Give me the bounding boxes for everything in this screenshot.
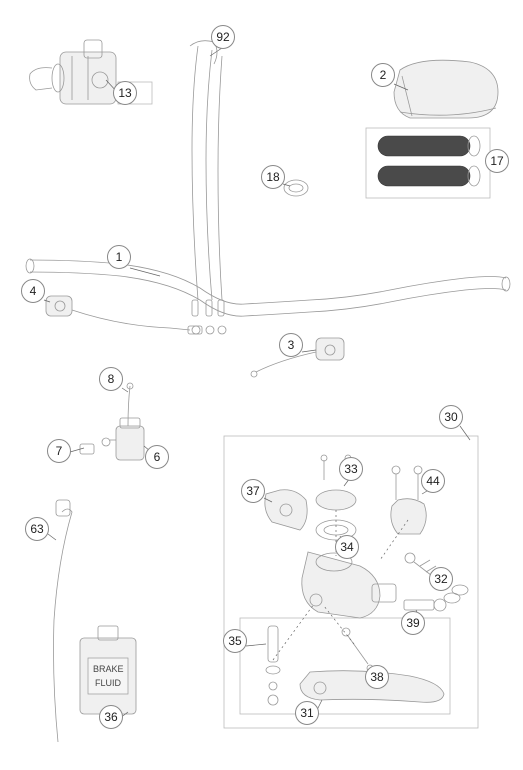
o-ring-inner: [289, 184, 303, 192]
o-ring: [284, 180, 308, 196]
clamp-cover: [265, 490, 307, 530]
bar-pad: [394, 60, 498, 118]
banjo-bolt: [404, 585, 468, 611]
leader-35: [246, 644, 266, 646]
brake-lever: [300, 671, 444, 703]
leader-33: [344, 478, 350, 486]
leader-17: [490, 168, 496, 170]
leader-3: [302, 350, 316, 352]
brake-fluid-text-2: FLUID: [95, 678, 122, 688]
throttle-cables: [190, 41, 226, 334]
parts-illustration: BRAKE FLUID: [0, 0, 523, 770]
leader-39: [416, 610, 420, 620]
handlebar-end-right: [502, 277, 510, 291]
leader-6: [144, 446, 156, 456]
adjuster-screw: [405, 553, 442, 582]
leader-31: [316, 700, 322, 712]
leader-7: [70, 448, 84, 452]
leader-32: [436, 578, 440, 584]
clutch-assembly: [80, 383, 144, 460]
leader-1: [130, 268, 160, 276]
lever-pin: [342, 628, 373, 671]
piston: [266, 626, 280, 705]
callout-box-13: [118, 82, 152, 104]
switch-assembly: [251, 338, 344, 377]
grip-upper: [378, 136, 480, 156]
throttle-housing: [30, 40, 116, 104]
handlebar: [30, 260, 506, 316]
leader-34: [340, 536, 346, 548]
handlebar-end-left: [26, 259, 34, 273]
lid-screws: [321, 455, 351, 480]
master-cylinder-body: [302, 552, 396, 618]
leader-8: [122, 388, 128, 392]
leader-44: [422, 488, 432, 494]
grip-lower: [378, 166, 480, 186]
leader-30: [460, 426, 470, 440]
diagram-root: { "diagram": { "type": "exploded-parts-d…: [0, 0, 523, 770]
brake-fluid-text-1: BRAKE: [93, 664, 124, 674]
kill-switch: [46, 296, 202, 334]
hydraulic-hose: [54, 509, 73, 742]
hose-fitting: [56, 500, 70, 516]
leader-63: [48, 534, 56, 540]
bar-clamp: [391, 466, 426, 534]
